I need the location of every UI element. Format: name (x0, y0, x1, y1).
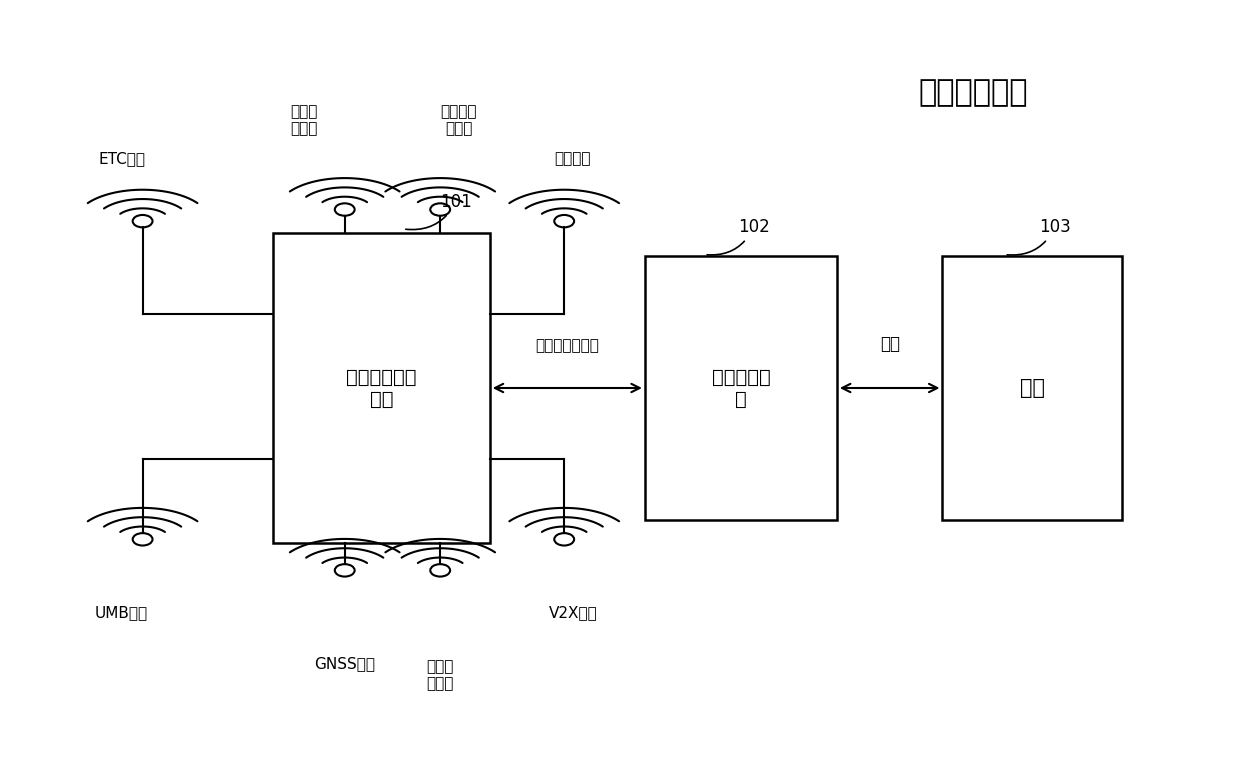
Bar (645, 256, 837, 520)
Text: 车载终端系统: 车载终端系统 (919, 78, 1028, 108)
Text: UMB信号: UMB信号 (95, 605, 148, 621)
Text: 车机: 车机 (1019, 378, 1045, 398)
Text: ETC信号: ETC信号 (98, 151, 145, 167)
Text: 无线信号收发
模块: 无线信号收发 模块 (346, 368, 417, 408)
Bar (942, 256, 1122, 520)
Text: V2X信号: V2X信号 (548, 605, 598, 621)
Text: 移动通
讯信号: 移动通 讯信号 (427, 659, 454, 691)
Text: 无线网
络信号: 无线网 络信号 (290, 104, 317, 137)
Text: 103: 103 (1007, 218, 1071, 255)
Text: 处理控制模
块: 处理控制模 块 (712, 368, 770, 408)
Text: 其它信号: 其它信号 (554, 151, 591, 167)
Text: 光纤: 光纤 (879, 335, 900, 353)
Text: 威尔金森功分器: 威尔金森功分器 (536, 338, 599, 353)
Text: 101: 101 (405, 192, 472, 230)
Text: 无线电广
播信号: 无线电广 播信号 (440, 104, 477, 137)
Bar (273, 233, 490, 543)
Text: 102: 102 (707, 218, 770, 255)
Text: GNSS信号: GNSS信号 (314, 656, 376, 671)
